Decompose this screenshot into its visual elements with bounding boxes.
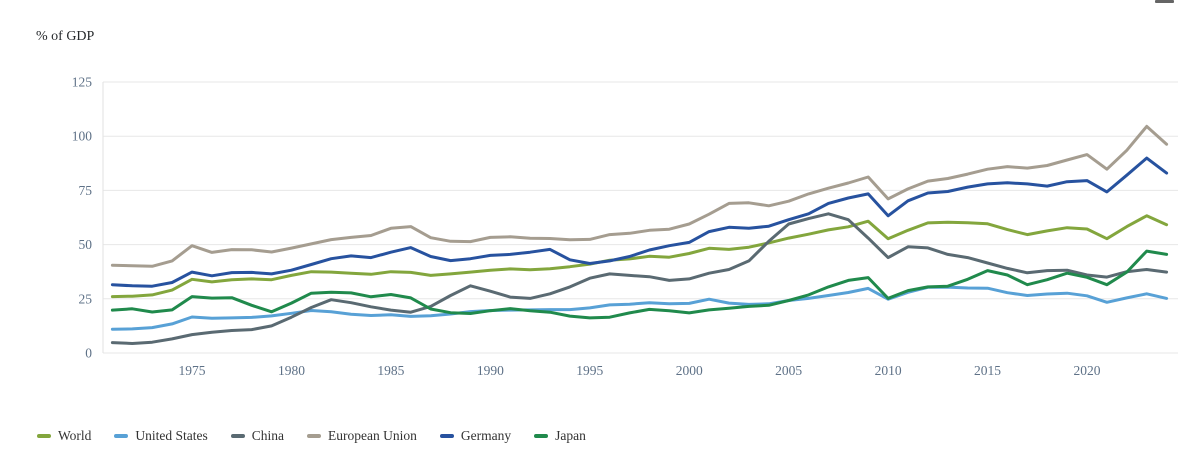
series-line-china[interactable] [110, 212, 1169, 345]
y-tick-label: 75 [79, 183, 93, 198]
x-tick-label: 2000 [676, 363, 703, 378]
y-tick-label: 125 [72, 75, 93, 90]
legend: World United States China European Union Ger… [37, 429, 609, 443]
legend-swatch [307, 433, 322, 438]
y-tick-label: 25 [79, 291, 93, 306]
legend-item-world[interactable]: World [37, 429, 91, 443]
legend-swatch [114, 433, 129, 438]
legend-item-european-union[interactable]: European Union [307, 429, 417, 443]
x-tick-label: 2015 [974, 363, 1001, 378]
x-tick-label: 1990 [477, 363, 504, 378]
x-tick-label: 2020 [1074, 363, 1101, 378]
legend-label: World [58, 428, 92, 443]
x-tick-label: 1985 [377, 363, 404, 378]
y-axis-title: % of GDP [36, 29, 95, 44]
x-tick-label: 1980 [278, 363, 305, 378]
legend-item-japan[interactable]: Japan [534, 429, 586, 443]
legend-item-germany[interactable]: Germany [439, 428, 512, 443]
series-line-european-union[interactable] [110, 124, 1169, 268]
legend-label: United States [135, 428, 208, 443]
series-line-world[interactable] [110, 214, 1169, 299]
y-tick-label: 100 [72, 129, 93, 144]
series-line-germany[interactable] [110, 156, 1169, 288]
legend-label: China [251, 428, 285, 443]
legend-swatch [439, 433, 454, 438]
x-tick-label: 1995 [576, 363, 603, 378]
legend-item-china[interactable]: China [230, 428, 285, 443]
menu-icon[interactable] [1155, 0, 1174, 3]
x-tick-label: 1975 [179, 363, 206, 378]
x-tick-label: 2010 [875, 363, 902, 378]
y-tick-label: 0 [85, 346, 92, 361]
legend-item-united-states[interactable]: United States [114, 428, 208, 443]
legend-label: European Union [328, 428, 417, 443]
x-tick-label: 2005 [775, 363, 802, 378]
legend-swatch [534, 433, 549, 438]
legend-label: Germany [460, 428, 512, 443]
legend-swatch [230, 433, 245, 438]
y-tick-label: 50 [79, 237, 93, 252]
legend-label: Japan [555, 428, 586, 443]
series-line-united-states[interactable] [110, 285, 1169, 331]
series-line-japan[interactable] [110, 249, 1169, 320]
legend-swatch [37, 433, 51, 438]
